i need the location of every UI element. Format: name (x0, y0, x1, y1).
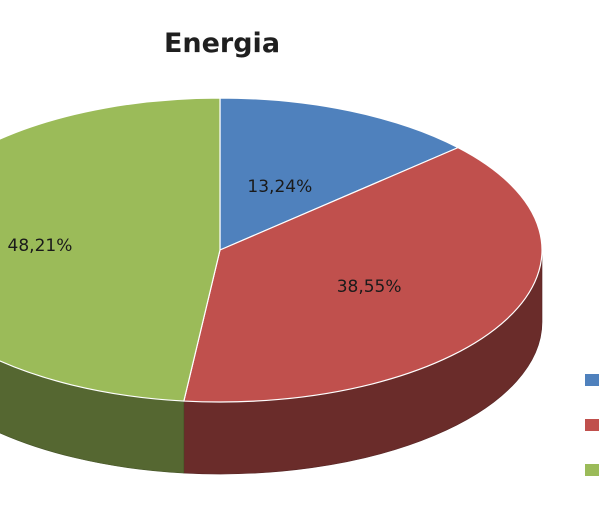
legend-swatch-1 (585, 374, 599, 386)
legend-swatch-2 (585, 419, 599, 431)
data-label-2: 38,55% (337, 277, 402, 297)
legend-swatch-3 (585, 464, 599, 476)
pie-slice-1 (219, 97, 459, 251)
pie-slices (0, 97, 543, 403)
pie-slice-2 (183, 147, 543, 403)
legend (585, 374, 599, 476)
pie-slice-3 (0, 97, 221, 402)
chart-title: Energia (163, 28, 281, 59)
data-label-3: 48,21% (8, 236, 73, 256)
pie-data-labels: 13,24% 38,55% 48,21% (8, 177, 402, 297)
data-label-1: 13,24% (247, 177, 312, 197)
